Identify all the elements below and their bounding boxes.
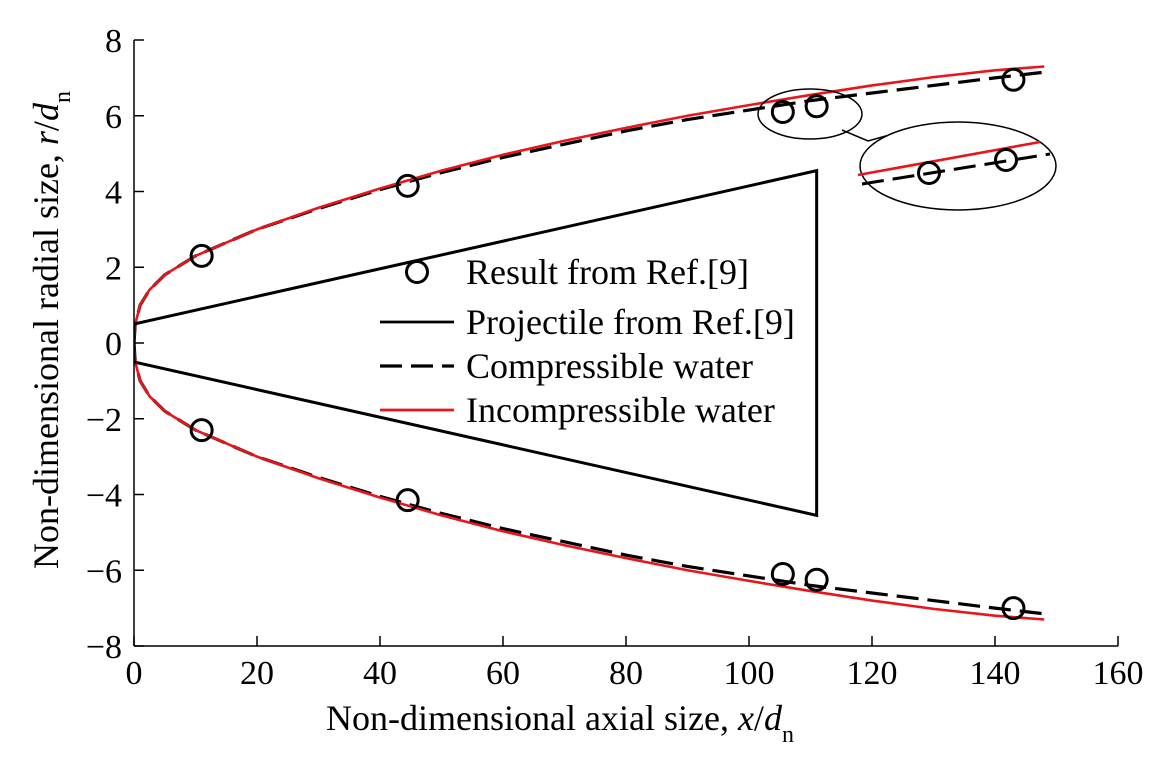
zoom-inset-ellipse xyxy=(859,121,1057,211)
x-tick-label: 60 xyxy=(486,655,520,692)
series-line-lower xyxy=(134,342,1045,621)
y-axis-label-var: r xyxy=(26,130,66,145)
data-point-marker xyxy=(189,243,214,268)
data-point-marker xyxy=(189,418,214,443)
y-tick-label: 6 xyxy=(105,99,122,136)
y-tick-label: −8 xyxy=(86,629,122,666)
data-point-marker xyxy=(804,94,829,119)
y-tick-label: 4 xyxy=(105,175,122,212)
x-tick-label: 40 xyxy=(363,655,397,692)
x-axis-label-prefix: Non-dimensional axial size, xyxy=(326,698,738,738)
y-tick-label: −2 xyxy=(86,402,122,439)
series-line-lower xyxy=(134,342,1045,616)
legend-marker-result xyxy=(405,260,429,284)
zoom-inset-marker xyxy=(994,148,1018,172)
x-tick-label: 20 xyxy=(240,655,274,692)
zoom-inset-marker xyxy=(917,161,941,185)
series-line-upper xyxy=(134,65,1045,344)
x-axis-label-slash: / xyxy=(754,698,764,738)
y-axis-label: Non-dimensional radial size, r/dn xyxy=(26,91,76,569)
zoom-inset-incompressible-line xyxy=(857,140,1041,177)
zoom-source-ellipse xyxy=(757,88,863,140)
y-axis-label-slash: / xyxy=(26,121,66,131)
projectile-outline xyxy=(134,168,819,518)
series-layer xyxy=(134,65,1045,621)
x-tick-label: 140 xyxy=(970,655,1021,692)
data-point-marker xyxy=(1001,596,1026,621)
x-axis-label-var: x xyxy=(737,698,754,738)
axes xyxy=(133,39,1119,647)
legend-label: Projectile from Ref.[9] xyxy=(466,302,795,342)
x-axis-label: Non-dimensional axial size, x/dn xyxy=(326,698,794,748)
y-tick-label: 2 xyxy=(105,250,122,287)
y-axis-label-sym: d xyxy=(26,102,66,121)
data-point-marker xyxy=(395,173,420,198)
legend: Result from Ref.[9] Projectile from Ref.[… xyxy=(380,252,795,430)
x-tick-label: 100 xyxy=(724,655,775,692)
data-point-marker xyxy=(1001,67,1026,92)
x-axis-label-sym: d xyxy=(764,698,783,738)
data-point-marker xyxy=(770,562,795,587)
x-tick-label: 120 xyxy=(847,655,898,692)
legend-label: Incompressible water xyxy=(466,390,775,430)
data-point-marker xyxy=(395,488,420,513)
x-tick-label: 80 xyxy=(609,655,643,692)
y-axis-label-prefix: Non-dimensional radial size, xyxy=(26,145,66,569)
x-tick-label: 160 xyxy=(1093,655,1144,692)
y-tick-labels: −8 −6 −4 −2 0 2 4 6 8 xyxy=(86,23,122,666)
data-point-marker xyxy=(770,99,795,124)
y-axis-label-sub: n xyxy=(50,91,76,103)
series-line-upper xyxy=(134,70,1045,344)
y-tick-label: −4 xyxy=(86,478,122,515)
legend-label: Compressible water xyxy=(466,346,753,386)
y-tick-label: 8 xyxy=(105,23,122,60)
legend-label: Result from Ref.[9] xyxy=(466,252,749,292)
y-tick-label: −6 xyxy=(86,553,122,590)
x-axis-label-sub: n xyxy=(782,722,794,748)
x-tick-label: 0 xyxy=(126,655,143,692)
x-tick-labels: 0 20 40 60 80 100 120 140 160 xyxy=(126,655,1144,692)
y-tick-label: 0 xyxy=(105,326,122,363)
zoom-inset xyxy=(757,88,1057,211)
data-point-marker xyxy=(804,567,829,592)
zoom-inset-compressible-line xyxy=(861,152,1051,186)
